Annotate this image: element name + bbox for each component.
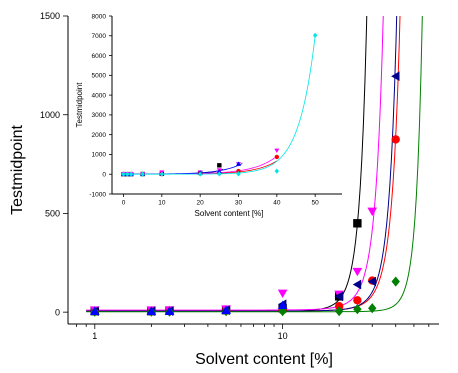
main-x-ticks: 1 10 [76, 324, 430, 341]
inset-y-tick-label: -1000 [89, 191, 106, 198]
inset-data-point [274, 168, 280, 174]
main-fit-curve [86, 16, 384, 311]
inset-data-point [125, 171, 130, 177]
main-data-point [367, 207, 378, 217]
main-fit-curve [86, 16, 398, 312]
main-data-point [277, 289, 288, 299]
main-data-point [164, 306, 175, 315]
inset-data-point [274, 148, 280, 154]
main-y-tick-label: 1500 [40, 11, 60, 21]
inset-data-point [274, 154, 280, 160]
inset-y-tick-label: 1000 [92, 152, 107, 159]
inset-x-tick-label: 10 [158, 200, 166, 207]
main-x-tick-label: 1 [92, 331, 97, 341]
inset-data-point [197, 171, 203, 177]
inset-data-point [312, 32, 318, 39]
main-data-point [146, 306, 157, 315]
inset-data-point [140, 171, 145, 177]
main-data-point [368, 303, 377, 314]
inset-data-point [216, 169, 222, 174]
inset-x-tick-label: 30 [235, 200, 243, 207]
inset-data-point [128, 171, 134, 177]
main-data-point [277, 300, 288, 310]
main-data-point [352, 279, 362, 290]
inset-x-tick-label: 50 [312, 200, 320, 207]
main-y-tick-label: 500 [45, 209, 60, 219]
inset-y-tick-label: 3000 [92, 112, 107, 119]
main-data-point [391, 135, 400, 144]
main-data-point [391, 71, 400, 82]
main-y-tick-label: 1000 [40, 110, 60, 120]
inset-data-point [121, 171, 126, 177]
main-x-axis-label: Solvent content [%] [195, 351, 333, 368]
inset-data-point [236, 171, 241, 177]
main-data-point [334, 306, 344, 317]
main-data-point [352, 267, 363, 277]
main-y-ticks: 0 500 1000 1500 [40, 11, 68, 317]
inset-x-ticks: 0 10 20 30 40 50 [122, 194, 319, 207]
inset-data-point [159, 171, 165, 177]
main-data-point [391, 276, 400, 287]
inset-y-tick-label: 7000 [92, 33, 107, 40]
inset-y-tick-label: 5000 [92, 73, 107, 80]
inset-chart: -1000 0 1000 2000 3000 4000 5000 6000 7000 8000 0… [75, 13, 342, 218]
inset-y-tick-label: 0 [102, 171, 106, 178]
inset-data-points [120, 32, 318, 177]
inset-y-tick-label: 8000 [92, 13, 107, 20]
main-data-point [353, 304, 362, 315]
inset-data-point [217, 163, 222, 168]
inset-data-point [236, 168, 241, 174]
main-data-point [353, 296, 362, 305]
inset-y-tick-label: 2000 [92, 132, 107, 139]
inset-y-axis-label: Testmidpoint [75, 82, 84, 128]
main-data-point [334, 291, 343, 302]
inset-y-tick-label: 6000 [92, 53, 107, 60]
main-y-tick-label: 0 [55, 307, 60, 317]
inset-data-point [217, 171, 222, 177]
inset-data-point [235, 161, 242, 166]
inset-x-axis-label: Solvent content [%] [195, 209, 264, 218]
inset-x-tick-label: 40 [273, 200, 281, 207]
main-data-point [353, 219, 362, 228]
main-x-tick-label: 10 [278, 331, 288, 341]
main-data-point [367, 276, 377, 287]
main-data-point [221, 305, 231, 314]
main-data-points [89, 71, 400, 317]
inset-y-ticks: -1000 0 1000 2000 3000 4000 5000 6000 7000 8000 [89, 13, 112, 198]
inset-x-tick-label: 0 [122, 200, 126, 207]
main-data-point [89, 306, 100, 315]
main-y-axis-label: Testmidpoint [9, 125, 26, 215]
inset-y-tick-label: 4000 [92, 92, 107, 99]
inset-x-tick-label: 20 [197, 200, 205, 207]
